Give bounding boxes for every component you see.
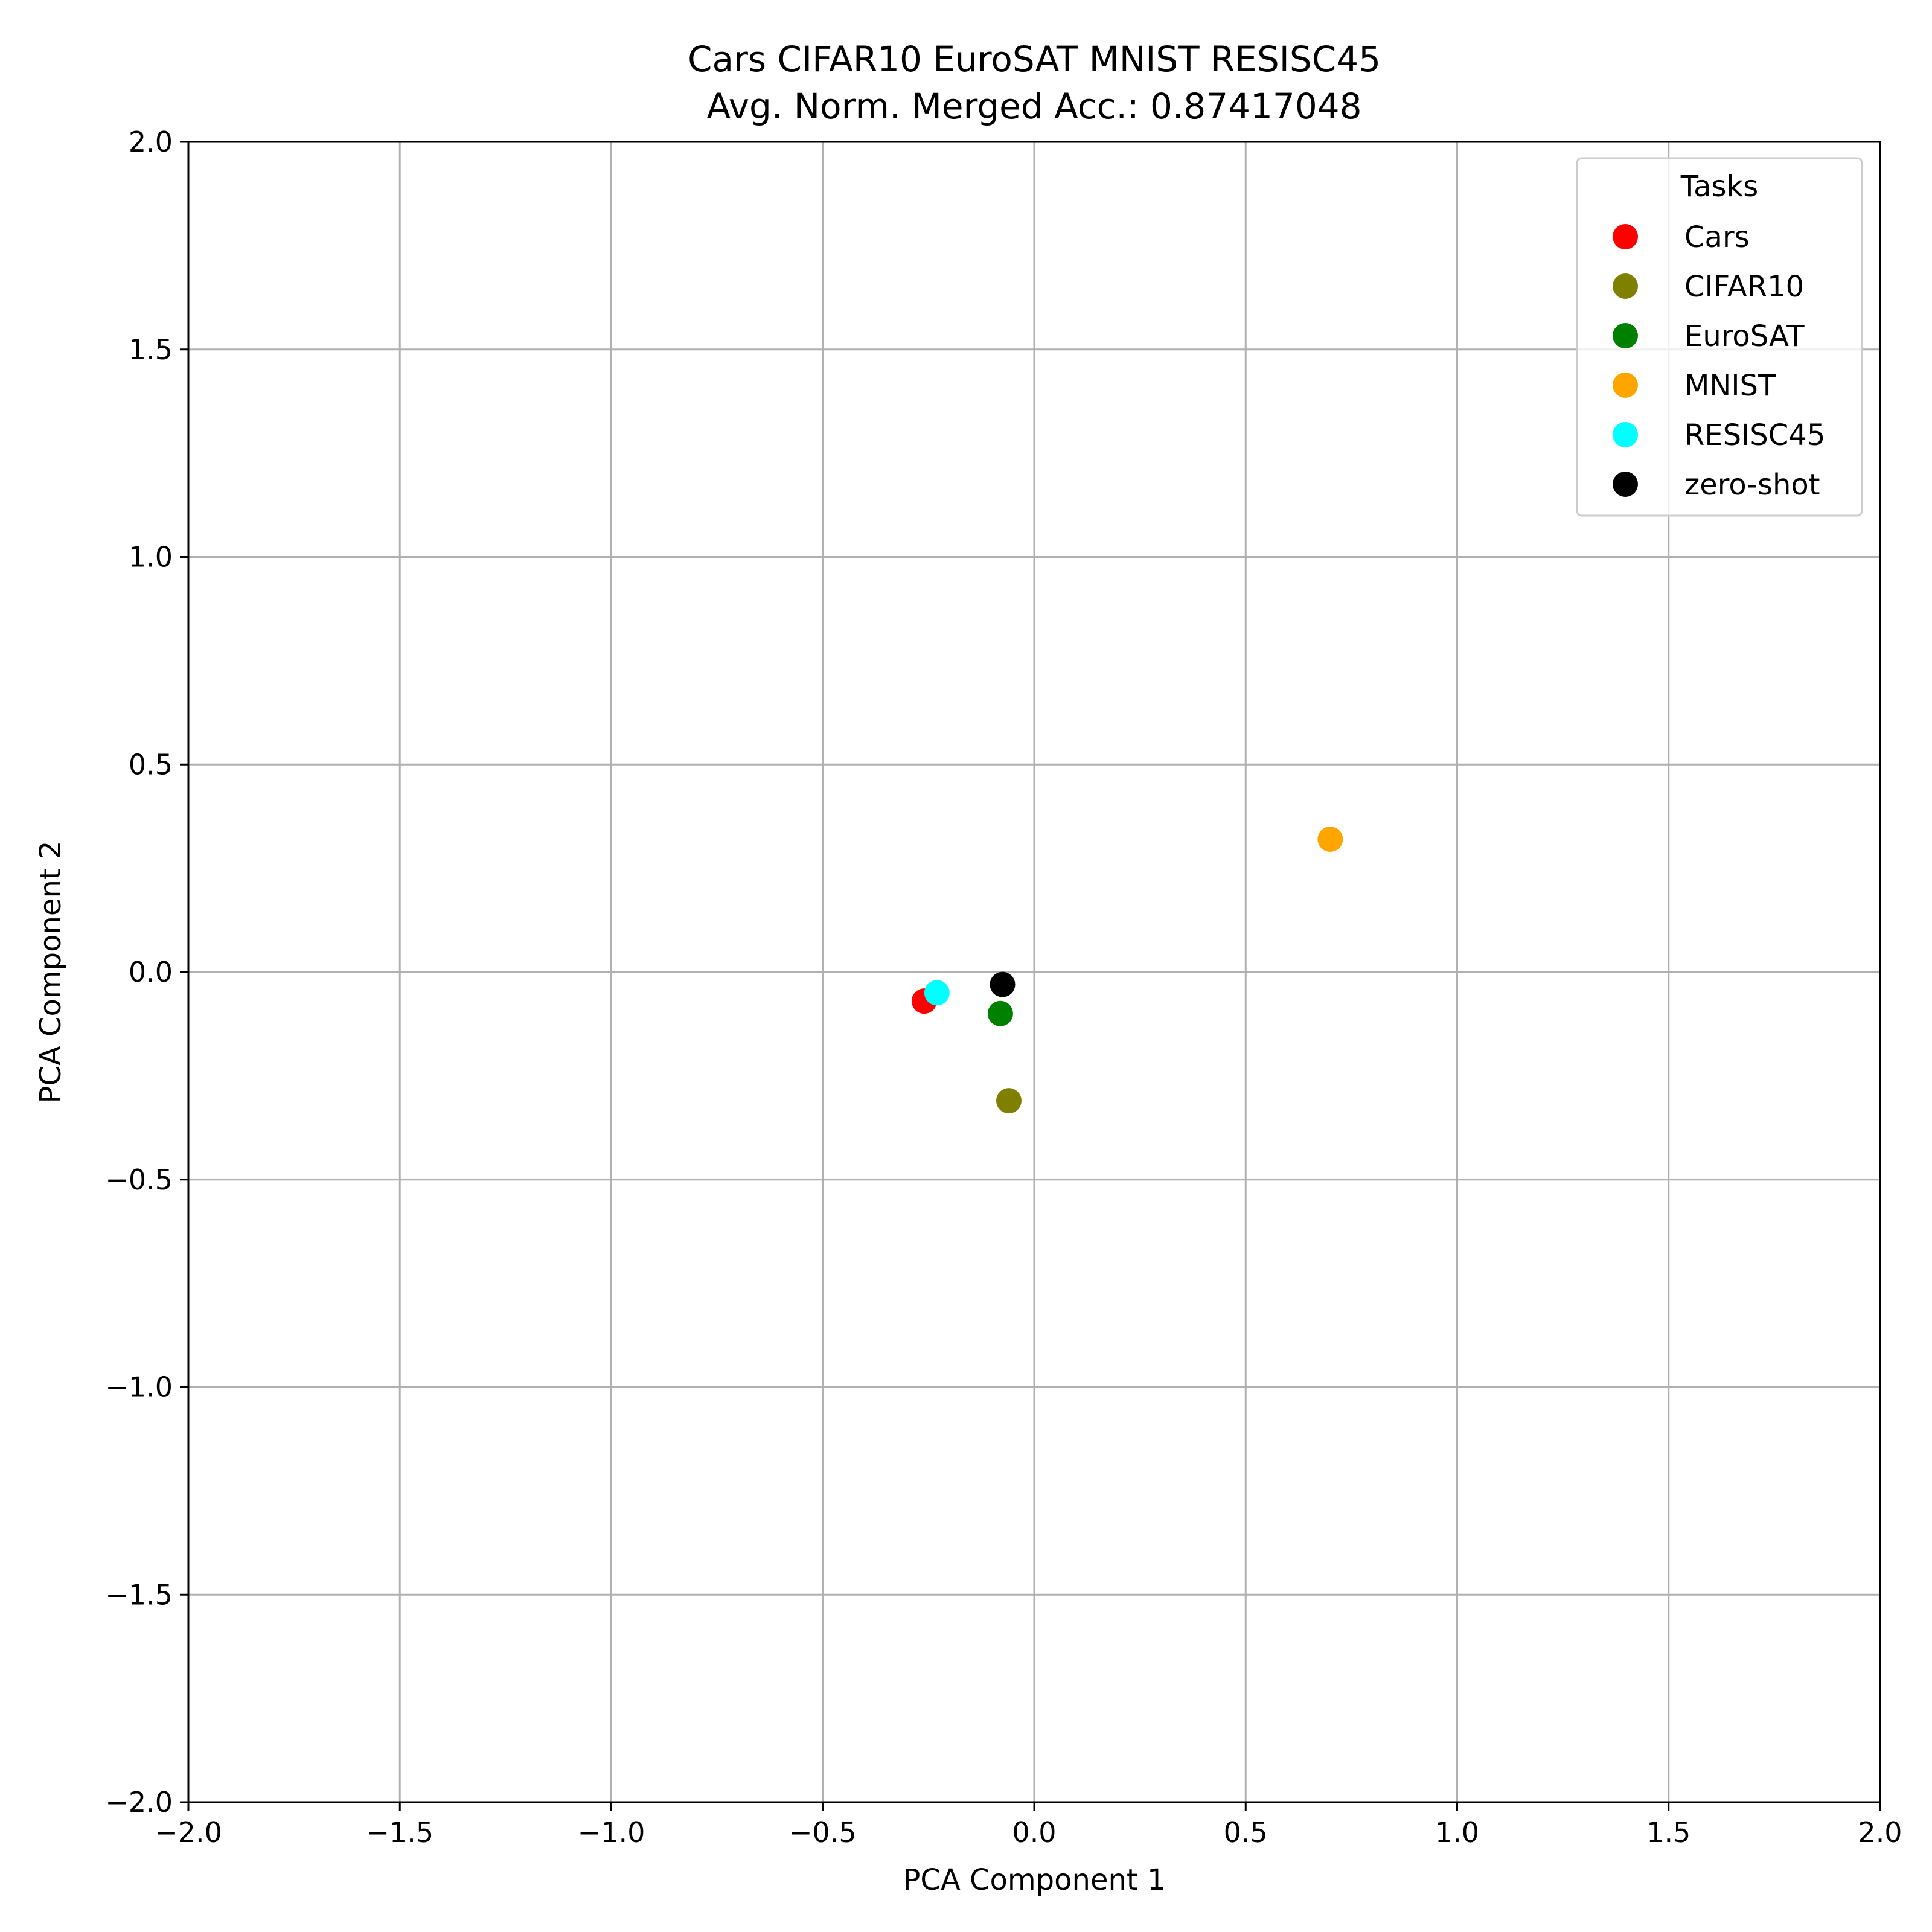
legend-label: EuroSAT [1684,319,1805,353]
data-point-eurosat [987,1000,1013,1026]
x-tick-label: −2.0 [155,1816,222,1849]
data-points [911,827,1343,1114]
data-point-mnist [1317,827,1343,852]
y-tick-label: 1.0 [129,541,173,574]
x-tick-label: 2.0 [1858,1816,1902,1849]
y-tick-label: 0.0 [129,956,173,988]
chart-title: Cars CIFAR10 EuroSAT MNIST RESISC45 [688,39,1381,80]
data-point-cifar10 [996,1088,1022,1114]
y-tick-label: −1.0 [105,1371,173,1404]
x-tick-label: 0.5 [1224,1816,1268,1849]
legend-box [1576,157,1863,517]
plot-area-frame [187,141,1881,1803]
legend-marker [1613,224,1638,249]
x-tick-label: 1.5 [1646,1816,1690,1849]
y-tick-label: −0.5 [105,1163,173,1196]
legend: Tasks Cars CIFAR10 EuroSAT MNIST RESISC45 zer… [1576,157,1863,517]
legend-label: CIFAR10 [1684,270,1804,304]
legend-marker [1613,273,1638,299]
legend-label: zero-shot [1684,468,1820,502]
legend-items: Cars CIFAR10 EuroSAT MNIST RESISC45 zero-shot [1613,220,1825,502]
data-point-zero-shot [990,971,1016,997]
legend-label: RESISC45 [1684,418,1825,452]
legend-marker [1613,323,1638,348]
axis-ticks: −2.0 −1.5 −1.0 −0.5 0.0 0.5 1.0 1.5 2.0 −2.0 −1.5 −… [105,126,1902,1849]
x-tick-label: −0.5 [789,1816,857,1849]
x-tick-label: −1.0 [578,1816,645,1849]
data-point-resisc45 [924,980,950,1006]
x-axis-label: PCA Component 1 [903,1863,1165,1897]
y-tick-label: 1.5 [129,333,173,366]
legend-marker [1613,373,1638,398]
y-tick-label: −2.0 [105,1786,173,1818]
legend-title: Tasks [1680,170,1759,203]
legend-marker [1613,472,1638,497]
chart-subtitle: Avg. Norm. Merged Acc.: 0.87417048 [706,86,1361,127]
y-tick-label: −1.5 [105,1578,173,1611]
legend-label: Cars [1684,220,1750,254]
legend-label: MNIST [1684,369,1776,403]
y-axis-label: PCA Component 2 [34,840,68,1103]
y-tick-label: 2.0 [129,126,173,158]
x-tick-label: 0.0 [1012,1816,1056,1849]
x-tick-label: −1.5 [366,1816,433,1849]
x-tick-label: 1.0 [1435,1816,1479,1849]
y-tick-label: 0.5 [129,748,173,781]
legend-marker [1613,422,1638,447]
